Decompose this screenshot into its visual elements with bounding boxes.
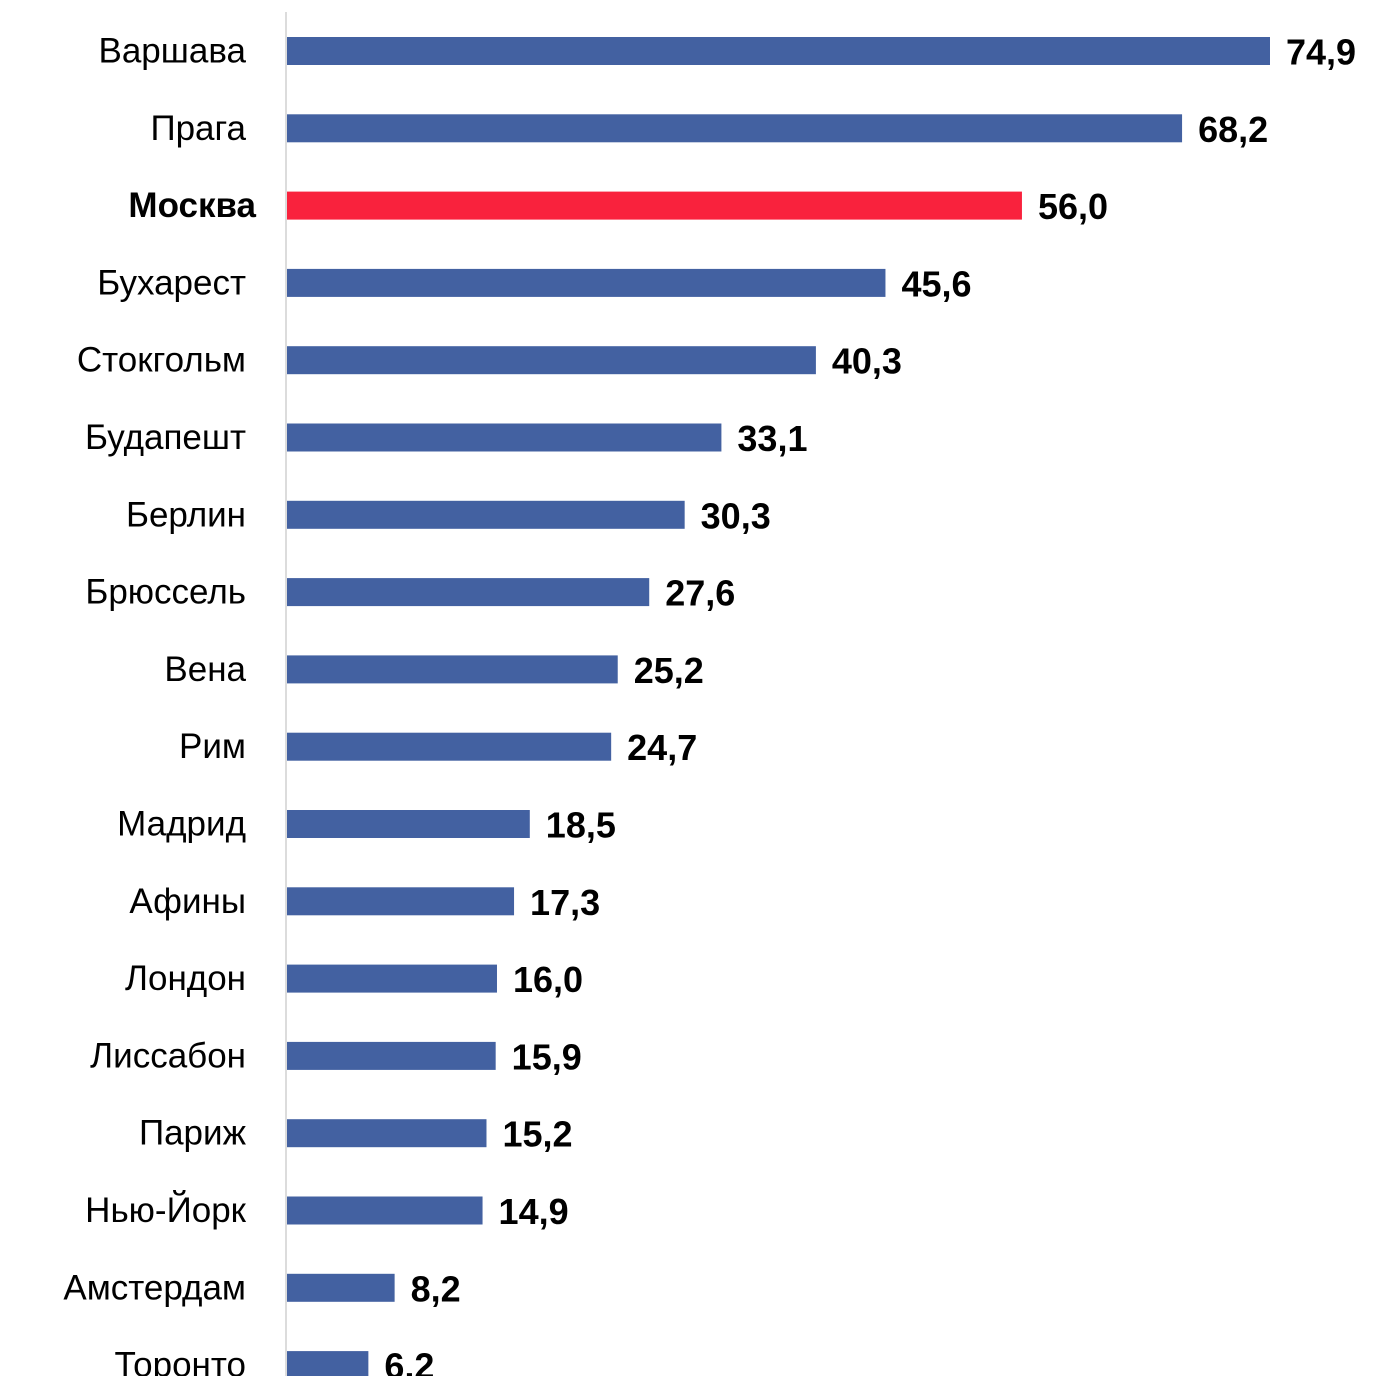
category-labels-group: Варшава Прага Москва Бухарест Стокгольм Будап… xyxy=(63,32,256,1376)
bar-5 xyxy=(287,346,816,375)
value-label: 8,2 xyxy=(411,1268,461,1309)
bar-2 xyxy=(287,114,1183,143)
bar-14 xyxy=(287,1041,496,1070)
value-label: 15,9 xyxy=(512,1036,582,1077)
bar-15 xyxy=(287,1119,487,1148)
bar-17 xyxy=(287,1273,395,1302)
category-label: Торонто xyxy=(115,1346,246,1376)
value-label: 18,5 xyxy=(546,805,616,846)
category-label: Мадрид xyxy=(117,805,246,844)
category-label: Бухарест xyxy=(97,263,246,302)
value-label: 6,2 xyxy=(384,1346,434,1376)
bar-1 xyxy=(287,37,1270,65)
value-label: 30,3 xyxy=(701,495,771,536)
category-label: Брюссель xyxy=(85,573,246,612)
value-label: 68,2 xyxy=(1198,109,1268,150)
bar-13 xyxy=(287,964,497,993)
category-label: Амстердам xyxy=(63,1268,246,1307)
value-label: 25,2 xyxy=(634,650,704,691)
category-label: Лиссабон xyxy=(90,1036,246,1075)
bar-6 xyxy=(287,423,722,452)
category-label: Париж xyxy=(139,1114,247,1153)
category-label: Лондон xyxy=(125,959,246,998)
bar-10 xyxy=(287,732,612,761)
bar-16 xyxy=(287,1196,483,1225)
value-label: 14,9 xyxy=(499,1191,569,1232)
value-label: 40,3 xyxy=(832,341,902,382)
bar-11 xyxy=(287,810,530,838)
value-labels-group: 74,9 68,2 56,0 45,6 40,3 33,1 30,3 27,6 25,2 24,7… xyxy=(384,32,1356,1376)
category-label: Москва xyxy=(128,186,256,225)
category-label: Афины xyxy=(129,882,246,921)
value-label: 17,3 xyxy=(530,882,600,923)
category-label: Стокгольм xyxy=(77,341,246,380)
value-label: 27,6 xyxy=(665,573,735,614)
bar-7 xyxy=(287,500,685,529)
bars-group xyxy=(287,37,1270,1376)
bar-4 xyxy=(287,268,886,297)
value-label: 56,0 xyxy=(1038,186,1108,227)
category-label: Рим xyxy=(179,727,246,766)
value-label: 45,6 xyxy=(901,263,971,304)
value-label: 74,9 xyxy=(1286,32,1356,73)
bar-8 xyxy=(287,578,650,607)
category-label: Вена xyxy=(164,650,246,689)
bar-3 xyxy=(287,191,1022,220)
bar-9 xyxy=(287,655,618,684)
value-label: 33,1 xyxy=(737,418,807,459)
bar-12 xyxy=(287,887,515,916)
category-label: Будапешт xyxy=(85,418,246,457)
bar-18 xyxy=(287,1351,369,1376)
value-label: 16,0 xyxy=(513,959,583,1000)
category-label: Берлин xyxy=(126,495,246,534)
category-label: Прага xyxy=(150,109,246,148)
category-label: Варшава xyxy=(99,32,247,71)
value-label: 15,2 xyxy=(502,1114,572,1155)
value-label: 24,7 xyxy=(627,727,697,768)
category-label: Нью-Йорк xyxy=(85,1190,247,1230)
